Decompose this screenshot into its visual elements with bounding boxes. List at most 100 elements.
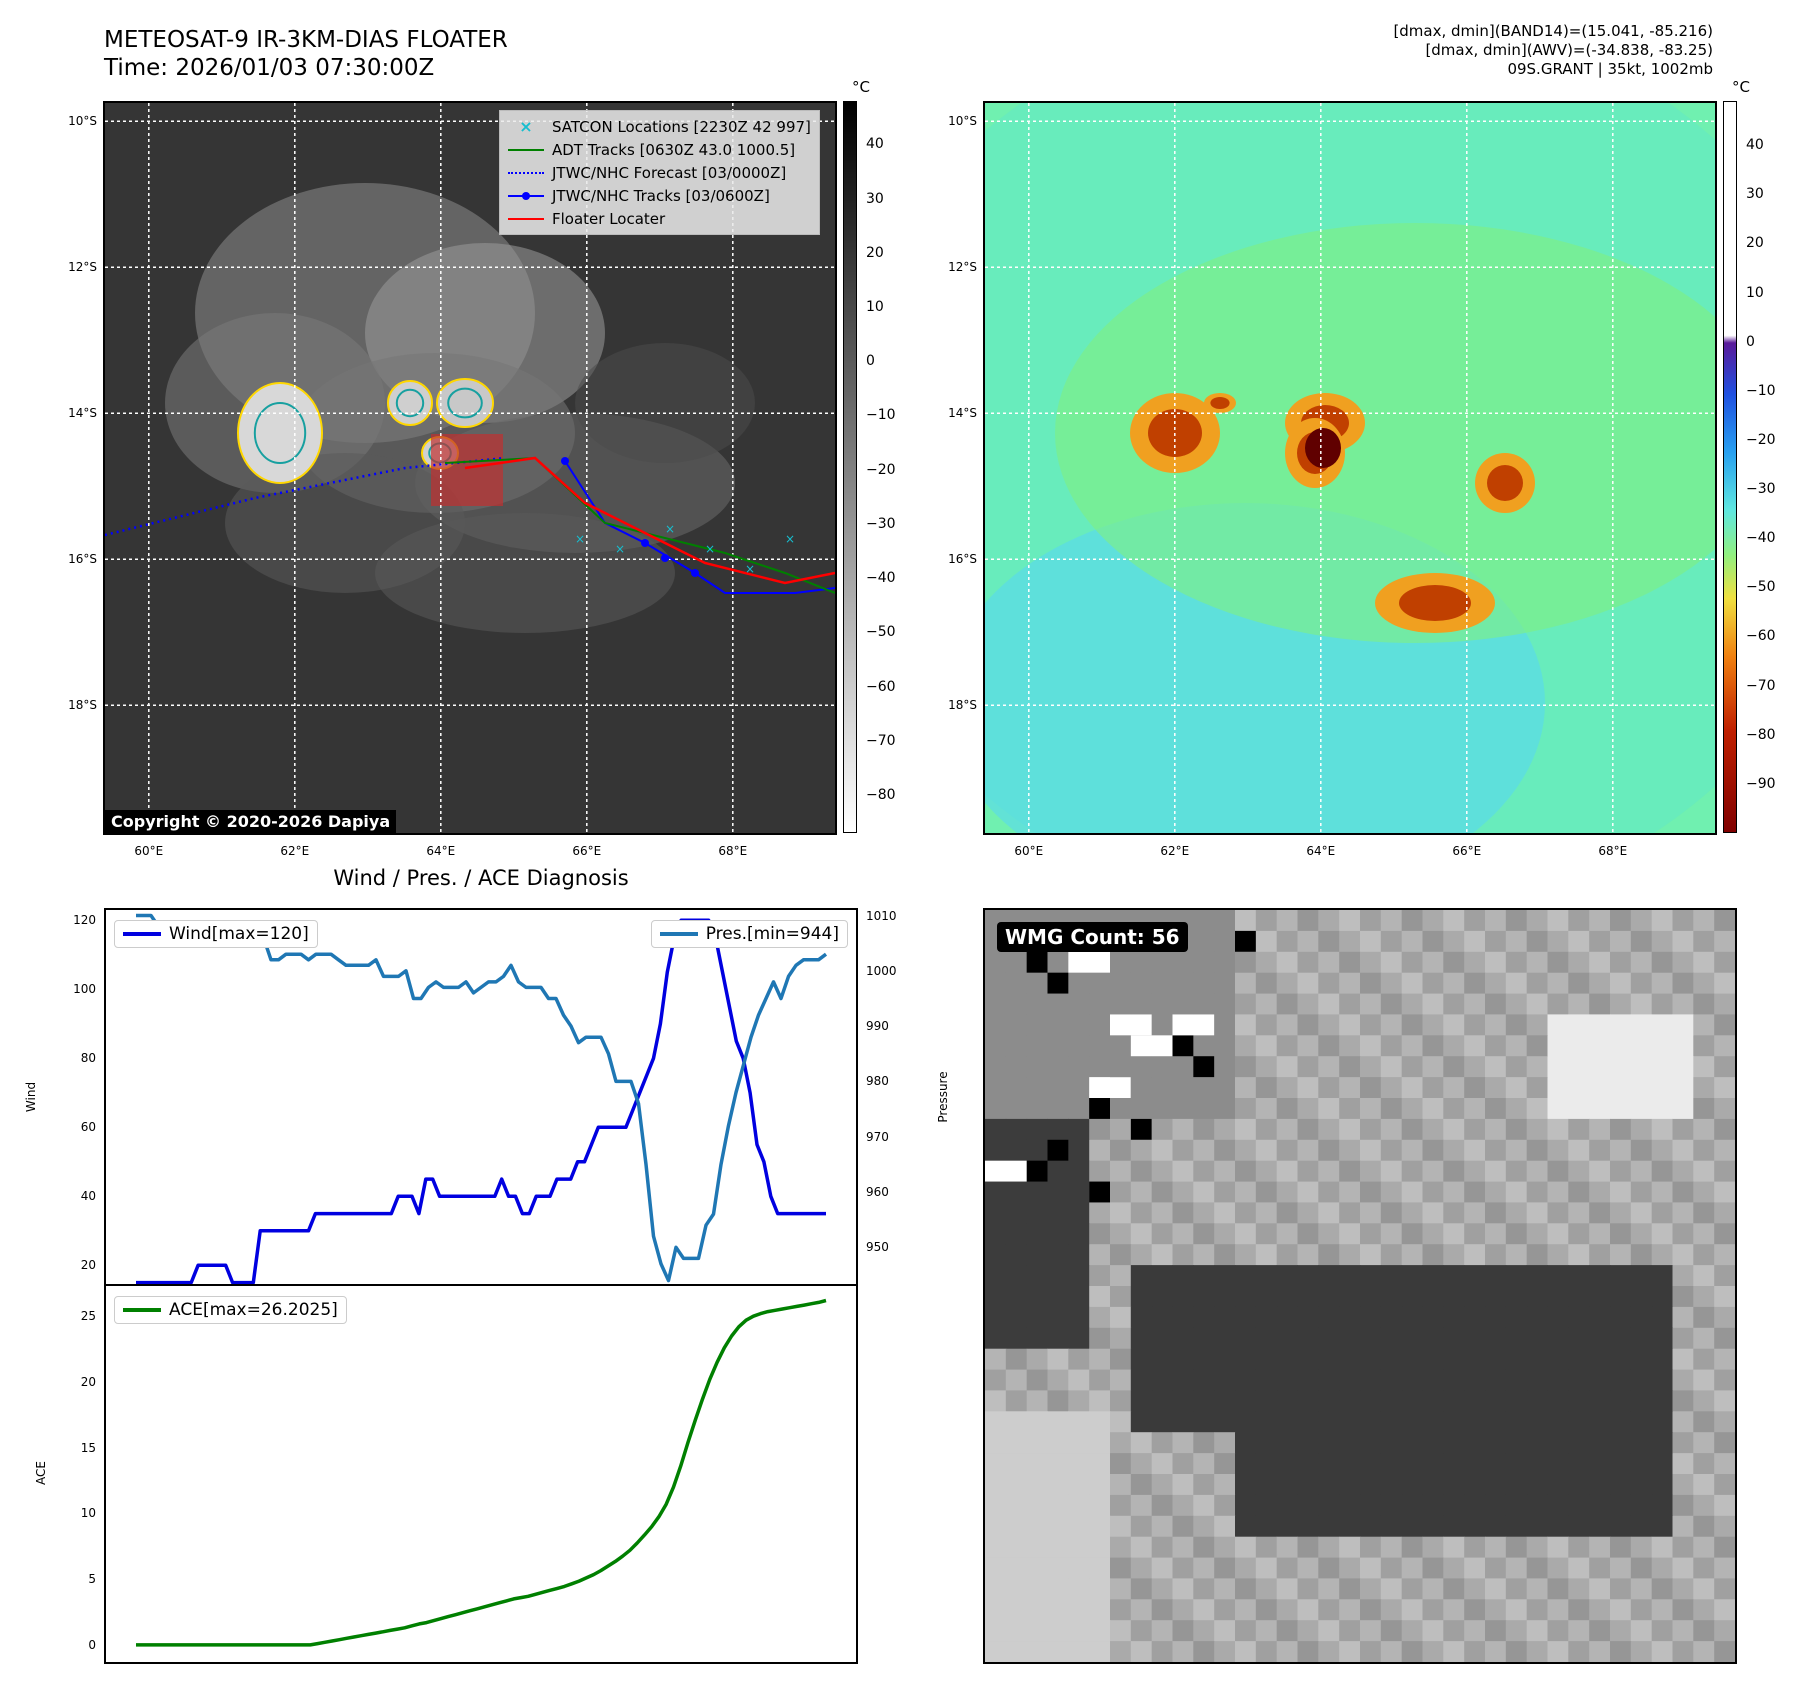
wmg-pixel bbox=[1672, 1306, 1694, 1329]
wmg-pixel bbox=[985, 1035, 1007, 1057]
ir-legend-marker-3 bbox=[522, 191, 530, 200]
wmg-pixel bbox=[1172, 1411, 1194, 1433]
wmg-pixel bbox=[985, 993, 1007, 1015]
wmg-pixel bbox=[1610, 1474, 1632, 1496]
wmg-pixel bbox=[1318, 1265, 1340, 1287]
wmg-pixel bbox=[1568, 1160, 1590, 1183]
wmg-pixel bbox=[1089, 1244, 1111, 1266]
wmg-pixel bbox=[1276, 1536, 1298, 1559]
wmg-pixel bbox=[1714, 1014, 1735, 1036]
ace-canvas bbox=[136, 1298, 827, 1647]
pressure-tick-0: 950 bbox=[866, 1240, 889, 1255]
wmg-pixel bbox=[1110, 1536, 1132, 1559]
wmg-pixel bbox=[1651, 1453, 1673, 1475]
wmg-pixel bbox=[1630, 1181, 1653, 1203]
wmg-pixel bbox=[1214, 1181, 1236, 1203]
wmg-pixel bbox=[1485, 972, 1507, 995]
wmg-pixel bbox=[1693, 1306, 1715, 1329]
wmg-pixel bbox=[1276, 972, 1298, 995]
wmg-pixel bbox=[1422, 951, 1444, 974]
convective-top-2 bbox=[436, 378, 494, 428]
wmg-pixel bbox=[1151, 1286, 1173, 1308]
awv-cbar-tick-2: 20 bbox=[1746, 235, 1764, 252]
ir-satellite-map[interactable]: × × × × × × × SATCON Locations [2230Z 42 997] A… bbox=[103, 101, 837, 835]
wmg-pixel bbox=[1214, 1056, 1236, 1078]
wmg-pixel bbox=[1568, 1327, 1590, 1350]
wmg-pixel bbox=[1610, 1202, 1632, 1224]
awv-lat-label-2: 14°S bbox=[948, 406, 977, 421]
awv-cbar-tick-7: −30 bbox=[1746, 481, 1776, 498]
wmg-pixel bbox=[985, 1432, 1007, 1454]
wmg-max-pixel-5 bbox=[1089, 1077, 1131, 1098]
wmg-pixel bbox=[1068, 1515, 1090, 1538]
wmg-pixel bbox=[1610, 1160, 1632, 1183]
wmg-pixel bbox=[1610, 1286, 1632, 1308]
wmg-pixel bbox=[1380, 1494, 1403, 1517]
wmg-pixel bbox=[1422, 1348, 1444, 1371]
wmg-pixel bbox=[1651, 1181, 1673, 1203]
wmg-pixel bbox=[1422, 1369, 1444, 1391]
wmg-pixel bbox=[1089, 1286, 1111, 1308]
wmg-pixel bbox=[1047, 1453, 1069, 1475]
wmg-pixel bbox=[1172, 1056, 1194, 1078]
wmg-pixel bbox=[1005, 1578, 1028, 1600]
wmg-pixel bbox=[1485, 1474, 1507, 1496]
wmg-pixel bbox=[985, 1620, 1007, 1642]
wmg-pixel bbox=[1568, 930, 1590, 953]
wmg-pixel bbox=[1630, 1641, 1653, 1662]
wmg-pixel bbox=[1693, 951, 1715, 974]
wmg-pixel bbox=[1714, 1369, 1735, 1391]
wmg-pixel bbox=[1714, 1599, 1735, 1621]
wmg-pixel bbox=[1026, 1641, 1048, 1662]
ace-chart[interactable]: ACE[max=26.2025] bbox=[104, 1284, 858, 1664]
wmg-pixel bbox=[1255, 1390, 1278, 1412]
ir-cbar-tick-0: 40 bbox=[866, 136, 884, 153]
wmg-pixel bbox=[1568, 1390, 1590, 1412]
wmg-pixel bbox=[1193, 1474, 1215, 1496]
wmg-pixel bbox=[1068, 1223, 1090, 1245]
wmg-pixel bbox=[1526, 1181, 1548, 1203]
wmg-pixel bbox=[1276, 1453, 1298, 1475]
wmg-pixel bbox=[1568, 1641, 1590, 1662]
awv-satellite-map[interactable] bbox=[983, 101, 1717, 835]
wmg-pixel bbox=[1235, 1202, 1257, 1224]
ir-lon-label-2: 64°E bbox=[426, 844, 456, 858]
wmg-pixel bbox=[1276, 1494, 1298, 1517]
wmg-pixel bbox=[1693, 1515, 1715, 1538]
wmg-pixel bbox=[1005, 1306, 1028, 1329]
wmg-min-pixel-1 bbox=[1047, 972, 1069, 994]
wmg-pixel bbox=[1693, 1327, 1715, 1350]
wmg-pixel bbox=[1380, 1265, 1403, 1287]
wmg-pixel bbox=[1464, 1369, 1486, 1391]
wmg-pixel bbox=[1485, 930, 1507, 953]
wmg-pixel bbox=[1047, 1390, 1069, 1412]
wmg-pixel bbox=[1130, 993, 1153, 1015]
wind-pressure-chart[interactable]: Wind[max=120] Pres.[min=944] bbox=[104, 908, 858, 1288]
wmg-pixel bbox=[1505, 1306, 1528, 1329]
wmg-pixel bbox=[1151, 1578, 1173, 1600]
wmg-pixel-panel[interactable]: WMG Count: 56 bbox=[983, 908, 1737, 1664]
wmg-pixel bbox=[1485, 1306, 1507, 1329]
wmg-pixel bbox=[985, 1181, 1007, 1203]
wmg-pixel bbox=[1443, 1578, 1465, 1600]
wmg-pixel bbox=[1422, 1160, 1444, 1183]
wmg-pixel bbox=[1401, 1014, 1423, 1036]
satcon-mark-5: × bbox=[785, 532, 795, 546]
title-line-1: METEOSAT-9 IR-3KM-DIAS FLOATER bbox=[104, 27, 508, 53]
wmg-pixel bbox=[1422, 1327, 1444, 1350]
wmg-pixel bbox=[1672, 1369, 1694, 1391]
wmg-pixel bbox=[1318, 1223, 1340, 1245]
wmg-pixel bbox=[1276, 1578, 1298, 1600]
wmg-pixel bbox=[1214, 1098, 1236, 1120]
wmg-pixel bbox=[1464, 1098, 1486, 1120]
wmg-pixel bbox=[1318, 951, 1340, 974]
wmg-pixel bbox=[1651, 1118, 1673, 1141]
wmg-pixel bbox=[1630, 1118, 1653, 1141]
wmg-pixel bbox=[1589, 1202, 1611, 1224]
wmg-pixel bbox=[1026, 1056, 1048, 1078]
storm-name: 09S.GRANT | 35kt, 1002mb bbox=[1507, 60, 1713, 78]
wmg-pixel bbox=[1110, 1515, 1132, 1538]
wmg-pixel bbox=[1047, 1620, 1069, 1642]
wmg-pixel bbox=[1589, 1432, 1611, 1454]
wmg-pixel bbox=[1547, 1536, 1569, 1559]
